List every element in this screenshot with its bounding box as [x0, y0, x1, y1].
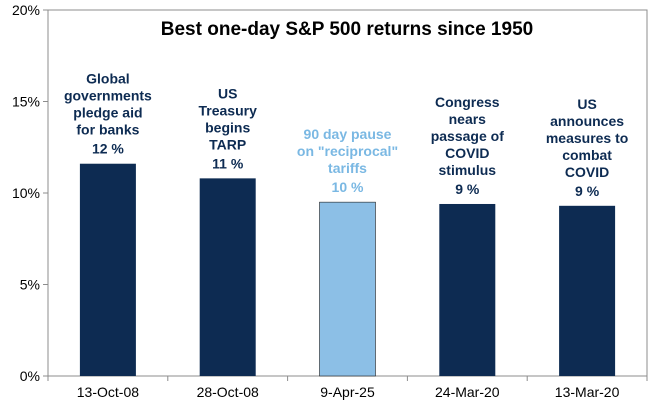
annotation-line: 90 day pause — [304, 126, 392, 142]
annotation-line: governments — [64, 88, 152, 104]
annotation-line: measures to — [546, 130, 628, 146]
data-label: 12 % — [92, 141, 124, 157]
bar — [199, 178, 256, 376]
y-tick-label: 20% — [12, 2, 40, 18]
annotation-line: begins — [205, 119, 250, 135]
y-tick-label: 15% — [12, 94, 40, 110]
annotation-line: on "reciprocal" — [297, 143, 398, 159]
y-axis: 0% 5% 10% 15% 20% — [12, 2, 48, 384]
chart-title: Best one-day S&P 500 returns since 1950 — [161, 19, 533, 40]
annotation-line: COVID — [565, 164, 609, 180]
y-tick-label: 10% — [12, 185, 40, 201]
data-label: 9 % — [575, 183, 600, 199]
x-tick-label: 9-Apr-25 — [320, 384, 375, 400]
data-label: 11 % — [212, 155, 244, 171]
bar — [439, 203, 496, 376]
x-tick-label: 28-Oct-08 — [197, 384, 259, 400]
annotation-line: announces — [550, 113, 624, 129]
y-tick-label: 0% — [20, 368, 40, 384]
annotation-line: Congress — [435, 94, 500, 110]
x-axis: 13-Oct-08 28-Oct-08 9-Apr-25 24-Mar-20 13-Ma… — [47, 376, 648, 400]
data-label: 10 % — [332, 179, 364, 195]
annotation-line: Treasury — [199, 102, 258, 118]
x-tick-label: 13-Mar-20 — [555, 384, 620, 400]
annotation-line: US — [218, 85, 237, 101]
bar — [79, 163, 136, 376]
annotation-line: pledge aid — [73, 105, 142, 121]
annotation-line: stimulus — [439, 162, 497, 178]
bar — [559, 205, 616, 376]
data-label: 9 % — [455, 181, 480, 197]
bar-series — [79, 163, 616, 377]
data-labels: 12 % 11 % 10 % 9 % 9 % — [92, 141, 600, 199]
annotation-line: COVID — [445, 145, 489, 161]
annotation-line: Global — [86, 71, 130, 87]
annotation-line: passage of — [431, 128, 504, 144]
y-tick-label: 5% — [20, 277, 40, 293]
x-tick-label: 13-Oct-08 — [77, 384, 139, 400]
annotation-line: tariffs — [328, 160, 367, 176]
bar — [319, 201, 376, 377]
annotation-line: combat — [562, 147, 612, 163]
annotation-line: nears — [449, 111, 487, 127]
x-tick-label: 24-Mar-20 — [435, 384, 500, 400]
annotation-line: for banks — [76, 122, 139, 138]
annotation-line: TARP — [209, 136, 246, 152]
annotation-line: US — [577, 96, 596, 112]
